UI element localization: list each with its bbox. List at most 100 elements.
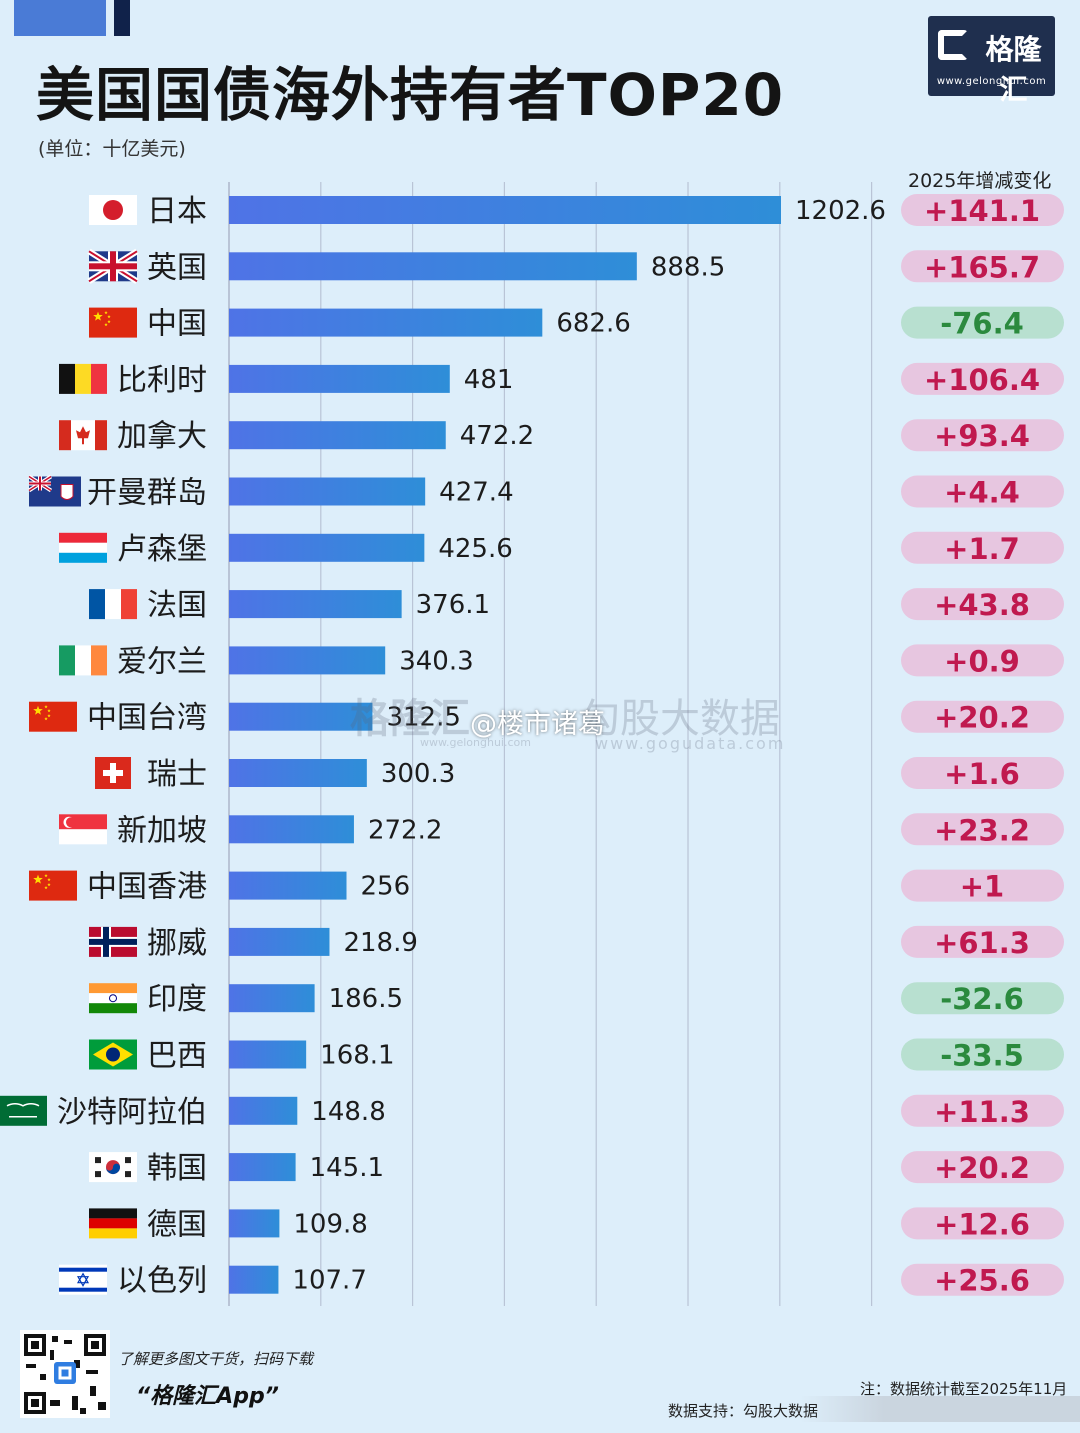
- bar: [229, 1096, 298, 1125]
- country-label: 德国: [147, 1207, 207, 1242]
- unit-label: (单位：十亿美元): [38, 138, 186, 160]
- value-label: 168.1: [320, 1041, 394, 1071]
- value-label: 376.1: [416, 590, 490, 620]
- bar: [229, 477, 426, 506]
- value-label: 107.7: [292, 1266, 366, 1296]
- bar: [229, 533, 425, 562]
- logo-g-icon: [938, 30, 968, 60]
- change-pill: [901, 982, 1064, 1015]
- change-label: -33.5: [940, 1039, 1024, 1073]
- logo-url: www.gelonghui.com: [936, 76, 1047, 87]
- bar: [229, 308, 543, 337]
- bar: [229, 252, 637, 281]
- country-label: 以色列: [117, 1264, 207, 1299]
- data-footnote: 注：数据统计截至2025年11月: [860, 1380, 1068, 1398]
- value-label: 312.5: [386, 703, 460, 733]
- value-label: 109.8: [293, 1209, 367, 1239]
- brand-logo: 格隆汇 www.gelonghui.com: [928, 16, 1055, 106]
- value-label: 481: [464, 365, 514, 395]
- ireland-flag-icon: [59, 645, 107, 676]
- bar: [229, 759, 367, 787]
- change-label: +1.6: [944, 757, 1020, 791]
- change-label: +25.6: [934, 1264, 1030, 1298]
- app-name: “格隆汇App”: [136, 1384, 279, 1409]
- france-flag-icon: [89, 589, 137, 620]
- country-label: 比利时: [117, 363, 207, 398]
- china-flag-icon: [89, 307, 137, 338]
- change-pill: [901, 1094, 1064, 1127]
- change-label: +165.7: [924, 250, 1040, 284]
- weibo-handle: @楼市诸葛: [470, 709, 605, 740]
- country-label: 瑞士: [147, 757, 207, 792]
- value-label: 340.3: [399, 646, 473, 676]
- bar: [229, 984, 315, 1013]
- bar: [229, 927, 330, 956]
- value-label: 427.4: [439, 478, 513, 508]
- change-pill: [901, 419, 1064, 452]
- change-pill: [901, 531, 1064, 564]
- bar: [229, 1209, 280, 1238]
- country-label: 中国台湾: [87, 701, 207, 736]
- change-pill: [901, 700, 1064, 733]
- bar: [229, 1265, 279, 1294]
- change-label: +106.4: [924, 363, 1040, 397]
- bar: [229, 1040, 307, 1069]
- change-pill: [901, 813, 1064, 846]
- cayman-flag-icon: [27, 474, 81, 507]
- change-pill: [901, 1151, 1064, 1184]
- bar: [229, 421, 446, 450]
- change-pill: [901, 1207, 1064, 1240]
- change-pill: [901, 475, 1064, 508]
- china-flag-icon: [29, 701, 77, 732]
- luxembourg-flag-icon: [59, 532, 107, 563]
- change-pill: [901, 588, 1064, 621]
- change-label: +23.2: [934, 813, 1030, 847]
- value-label: 888.5: [651, 252, 725, 282]
- change-label: -76.4: [940, 307, 1024, 341]
- change-pill: [901, 362, 1064, 395]
- change-pill: [901, 644, 1064, 677]
- belgium-flag-icon: [59, 363, 107, 394]
- bar: [229, 196, 781, 224]
- korea-flag-icon: [89, 1152, 137, 1183]
- country-label: 英国: [147, 250, 207, 285]
- value-label: 148.8: [311, 1097, 385, 1127]
- change-pill: [901, 1038, 1064, 1071]
- change-pill: [901, 925, 1064, 958]
- change-label: +20.2: [934, 701, 1030, 735]
- country-label: 卢森堡: [117, 532, 207, 567]
- country-label: 日本: [147, 194, 207, 229]
- singapore-flag-icon: [59, 814, 107, 845]
- bar: [229, 364, 450, 393]
- israel-flag-icon: [59, 1264, 107, 1295]
- country-label: 加拿大: [117, 419, 207, 454]
- country-label: 巴西: [147, 1039, 207, 1074]
- value-label: 425.6: [438, 534, 512, 564]
- value-label: 145.1: [310, 1153, 384, 1183]
- value-label: 256: [361, 872, 411, 902]
- change-pill: [901, 194, 1064, 226]
- bar: [229, 646, 386, 675]
- bar: [229, 702, 373, 731]
- value-label: 682.6: [556, 309, 630, 339]
- canada-flag-icon: [59, 420, 107, 451]
- change-label: +43.8: [934, 588, 1030, 622]
- bar: [229, 871, 347, 900]
- china-flag-icon: [29, 870, 77, 901]
- uk-flag-icon: [87, 248, 139, 284]
- country-label: 印度: [147, 982, 207, 1017]
- qr-code-icon[interactable]: [20, 1330, 110, 1418]
- country-label: 沙特阿拉伯: [57, 1095, 207, 1130]
- change-label: +0.9: [944, 644, 1020, 678]
- change-label: +20.2: [934, 1151, 1030, 1185]
- country-label: 韩国: [147, 1151, 207, 1186]
- norway-flag-icon: [89, 926, 137, 957]
- value-label: 300.3: [381, 759, 455, 789]
- change-pill: [901, 757, 1064, 789]
- bar: [229, 815, 354, 844]
- change-label: +4.4: [944, 476, 1020, 510]
- change-pill: [901, 1263, 1064, 1296]
- bar: [229, 1153, 296, 1182]
- change-label: +12.6: [934, 1207, 1030, 1241]
- data-source: 数据支持：勾股大数据: [668, 1402, 819, 1420]
